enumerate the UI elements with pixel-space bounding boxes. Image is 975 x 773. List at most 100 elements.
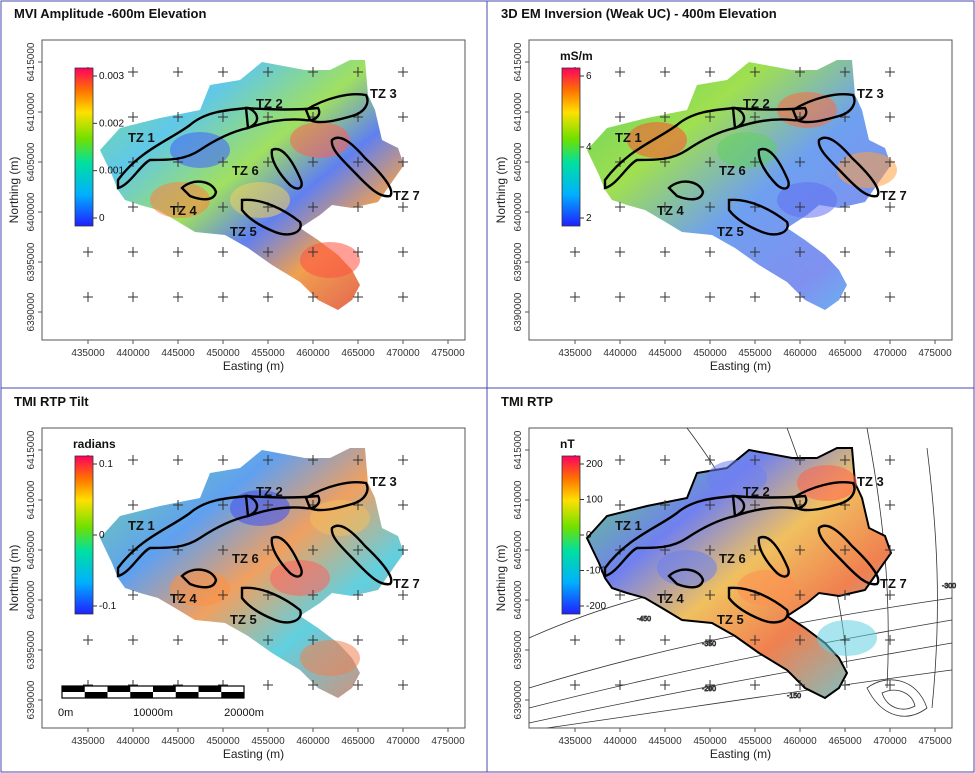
x-tick-label: 440000 [603,736,637,747]
grid-cross [263,157,273,167]
grid-cross [705,635,715,645]
zone-label-3: TZ 3 [857,474,884,489]
grid-cross [705,455,715,465]
colorbar-tick-label: 4 [586,142,592,153]
grid-cross [218,545,228,555]
grid-cross [795,545,805,555]
grid-cross [705,545,715,555]
zone-label-7: TZ 7 [393,188,420,203]
colorbar-tick-label: 2 [586,213,592,224]
grid-cross [885,455,895,465]
x-tick-label: 470000 [386,736,420,747]
grid-cross [353,292,363,302]
grid-cross [840,545,850,555]
grid-cross [128,590,138,600]
zone-label-5: TZ 5 [230,612,257,627]
data-anomaly [230,182,290,218]
zone-label-5: TZ 5 [717,224,744,239]
x-tick-label: 435000 [71,736,105,747]
grid-cross [218,112,228,122]
y-tick-label: 6390000 [26,292,37,331]
grid-cross [398,112,408,122]
grid-cross [263,112,273,122]
y-tick-label: 6410000 [513,480,524,519]
data-anomaly [737,570,797,606]
contour-line [926,447,938,709]
grid-cross [263,545,273,555]
grid-cross [263,455,273,465]
panel-title: TMI RTP [501,394,553,409]
grid-cross [750,500,760,510]
grid-cross [660,635,670,645]
zone-label-7: TZ 7 [880,188,907,203]
data-anomaly [817,620,877,656]
grid-cross [353,202,363,212]
panels: MVI Amplitude -600m Elevation TZ 1 TZ 2 TZ … [7,6,957,761]
zone-label-3: TZ 3 [857,86,884,101]
grid-cross [795,292,805,302]
grid-cross [705,157,715,167]
grid-cross [308,67,318,77]
grid-cross [795,680,805,690]
x-tick-label: 460000 [783,348,817,359]
scale-bar-start: 0m [58,707,73,719]
zone-label-4: TZ 4 [657,203,684,218]
grid-cross [398,680,408,690]
y-axis-label: Northing (m) [494,545,508,612]
zone-label-1: TZ 1 [615,130,642,145]
y-tick-label: 6410000 [513,92,524,131]
grid-cross [173,67,183,77]
grid-cross [615,112,625,122]
y-tick-label: 6415000 [26,430,37,469]
data-anomaly [300,242,360,278]
grid-cross [308,247,318,257]
grid-cross [615,202,625,212]
grid-cross [885,247,895,257]
y-tick-label: 6415000 [513,42,524,81]
grid-cross [128,500,138,510]
grid-cross [353,247,363,257]
grid-cross [570,680,580,690]
grid-cross [840,157,850,167]
y-tick-label: 6395000 [26,242,37,281]
grid-cross [885,157,895,167]
grid-cross [570,635,580,645]
zone-label-5: TZ 5 [230,224,257,239]
grid-cross [570,247,580,257]
x-tick-label: 435000 [558,348,592,359]
grid-cross [308,455,318,465]
grid-cross [705,292,715,302]
grid-cross [263,500,273,510]
grid-cross [660,67,670,77]
grid-cross [173,455,183,465]
grid-cross [308,202,318,212]
zone-label-1: TZ 1 [615,518,642,533]
x-tick-label: 445000 [648,348,682,359]
x-tick-label: 450000 [693,736,727,747]
grid-cross [750,247,760,257]
y-tick-label: 6395000 [513,630,524,669]
y-tick-label: 6415000 [26,42,37,81]
grid-cross [795,635,805,645]
y-tick-label: 6405000 [26,142,37,181]
x-tick-label: 460000 [296,348,330,359]
grid-cross [218,157,228,167]
scale-bar: 0m 10000m 20000m [58,685,264,719]
grid-cross [83,292,93,302]
grid-cross [353,455,363,465]
contour-line [528,597,953,689]
colorbar-tick-label: 6 [586,71,592,82]
grid-cross [353,590,363,600]
x-tick-label: 455000 [251,736,285,747]
colorbar-unit: nT [560,437,575,451]
grid-cross [218,202,228,212]
grid-cross [615,247,625,257]
contour-label: -200 [702,686,716,693]
zone-label-6: TZ 6 [719,551,746,566]
grid-cross [660,500,670,510]
contour-label: -450 [637,616,651,623]
grid-cross [840,67,850,77]
grid-cross [83,635,93,645]
x-tick-label: 445000 [161,348,195,359]
panel-em: 3D EM Inversion (Weak UC) - 400m Elevati… [494,6,953,373]
